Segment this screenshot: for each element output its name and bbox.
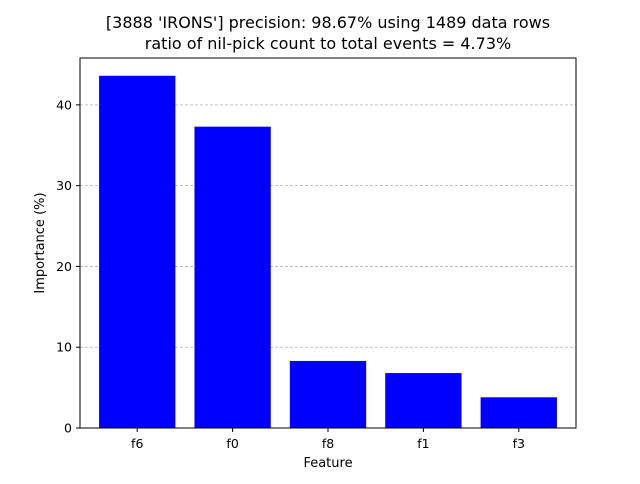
y-tick-label: 20 — [56, 259, 72, 274]
x-axis-ticks: f6 f0 f8 f1 f3 — [131, 428, 525, 451]
y-axis-label: Importance (%) — [33, 192, 48, 293]
chart-title: [3888 'IRONS'] precision: 98.67% using 1… — [106, 13, 550, 32]
x-tick-label: f1 — [417, 436, 429, 451]
x-tick-label: f3 — [513, 436, 525, 451]
y-tick-label: 0 — [64, 421, 72, 436]
bar-f1 — [385, 373, 462, 428]
bar-f6 — [99, 75, 176, 429]
bar-f3 — [480, 397, 557, 428]
y-axis-ticks: 0 10 20 30 40 — [56, 97, 80, 436]
y-tick-label: 30 — [56, 178, 72, 193]
chart-subtitle: ratio of nil-pick count to total events … — [145, 34, 511, 53]
bar-f0 — [194, 126, 271, 428]
x-tick-label: f0 — [226, 436, 238, 451]
bar-f8 — [289, 360, 367, 428]
x-tick-label: f8 — [322, 436, 334, 451]
x-axis-label: Feature — [303, 456, 352, 471]
y-tick-label: 40 — [56, 97, 72, 112]
bars — [99, 75, 557, 429]
y-tick-label: 10 — [56, 340, 72, 355]
x-tick-label: f6 — [131, 436, 143, 451]
